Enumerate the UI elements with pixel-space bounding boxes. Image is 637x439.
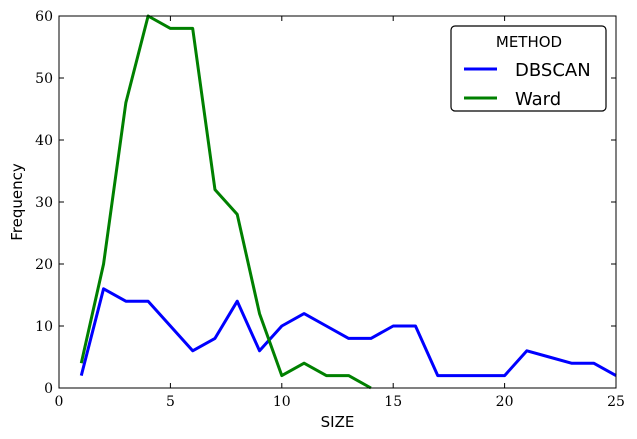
legend-title: METHOD [496, 33, 562, 51]
y-tick-label: 50 [35, 71, 53, 87]
x-axis-label: SIZE [321, 413, 355, 431]
y-tick-label: 60 [35, 9, 53, 25]
legend-label-ward: Ward [515, 89, 561, 110]
y-axis-label: Frequency [8, 163, 26, 241]
legend-box [450, 25, 607, 112]
series-lines [79, 14, 617, 390]
tick-labels: 0 5 10 15 20 25 0 10 20 30 40 50 60 [35, 9, 625, 410]
x-tick-label: 0 [55, 394, 64, 410]
series-line-ward [79, 14, 372, 390]
y-tick-label: 10 [35, 319, 53, 335]
y-tick-label: 40 [35, 133, 53, 149]
y-tick-label: 0 [44, 381, 53, 397]
legend-items: DBSCAN Ward [464, 60, 591, 110]
series-line-dbscan [79, 287, 617, 378]
y-tick-label: 20 [35, 257, 53, 273]
x-tick-label: 5 [166, 394, 175, 410]
y-tick-label: 30 [35, 195, 53, 211]
plot-frame [58, 15, 617, 389]
legend: METHOD DBSCAN Ward [450, 25, 607, 112]
x-tick-label: 15 [384, 394, 402, 410]
x-tick-label: 10 [273, 394, 291, 410]
x-tick-label: 25 [607, 394, 625, 410]
legend-label-dbscan: DBSCAN [515, 60, 591, 81]
x-tick-label: 20 [496, 394, 514, 410]
